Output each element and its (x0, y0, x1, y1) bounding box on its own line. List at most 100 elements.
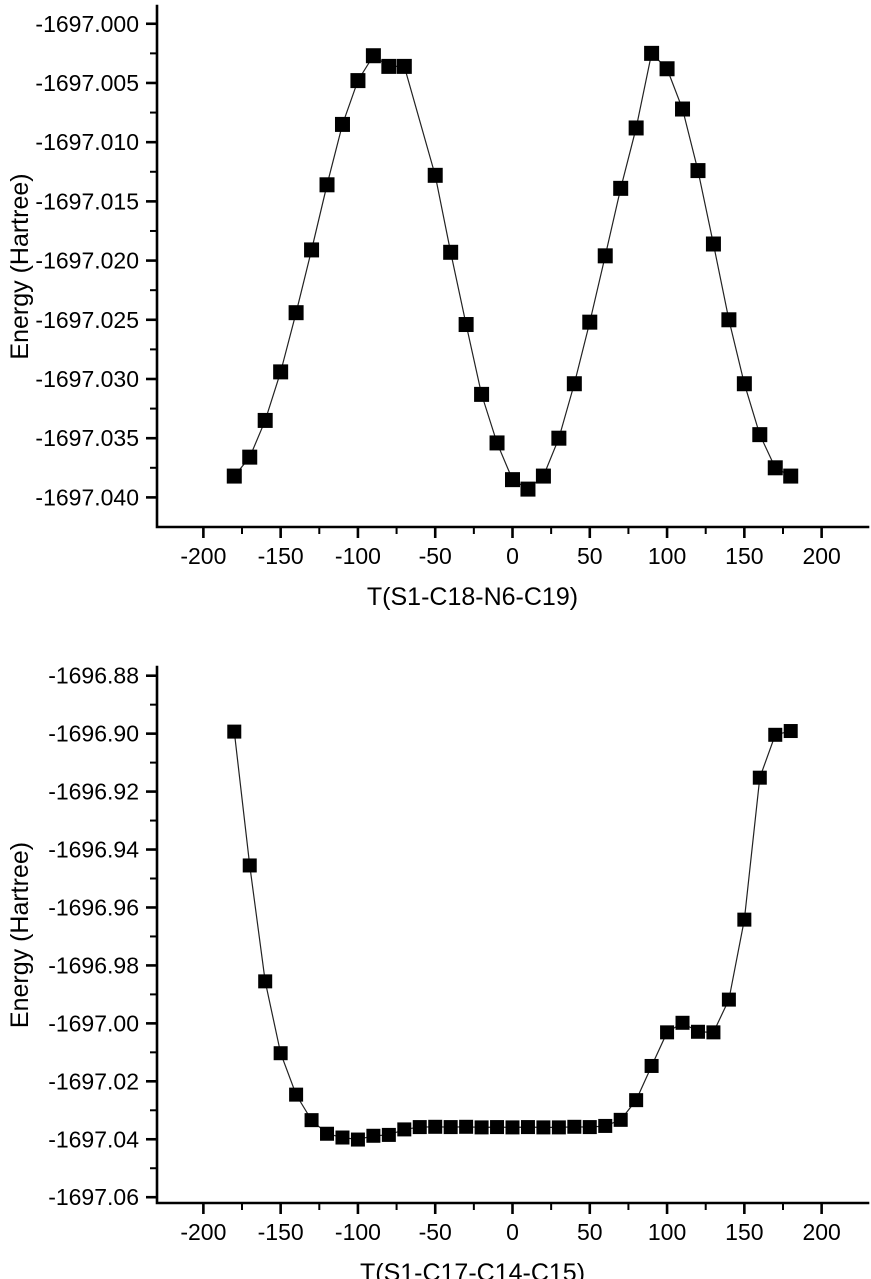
data-point-marker (737, 912, 752, 927)
data-point-marker (705, 236, 721, 252)
data-point-marker (535, 468, 551, 484)
data-point-marker (366, 1128, 381, 1143)
x-axis-title-top: T(S1-C18-N6-C19) (367, 583, 578, 611)
data-point-marker (242, 858, 257, 873)
x-tick-label: 0 (506, 1219, 519, 1245)
data-point-marker (396, 58, 412, 74)
data-point-marker (768, 727, 783, 742)
y-tick-label: -1697.06 (48, 1184, 139, 1210)
data-point-marker (551, 1120, 566, 1135)
data-point-marker (474, 1120, 489, 1135)
data-point-marker (551, 430, 567, 446)
data-point-marker (257, 412, 273, 428)
y-tick-label: -1697.010 (35, 129, 139, 155)
y-tick-label: -1696.92 (48, 779, 139, 805)
series-markers-top (226, 45, 799, 497)
x-tick-label: 100 (648, 1219, 686, 1245)
y-tick-label: -1696.90 (48, 721, 139, 747)
y-tick-label: -1697.000 (35, 11, 139, 37)
x-tick-label: -50 (419, 1219, 452, 1245)
data-point-marker (783, 724, 798, 739)
y-tick-label: -1697.005 (35, 70, 139, 96)
x-tick-label: 150 (725, 1219, 763, 1245)
x-tick-label: -150 (258, 543, 304, 569)
x-tick-label: -200 (180, 1219, 226, 1245)
y-tick-label: -1696.96 (48, 894, 139, 920)
data-point-marker (226, 468, 242, 484)
data-point-marker (752, 770, 767, 785)
x-tick-label: 50 (577, 1219, 603, 1245)
data-point-marker (288, 305, 304, 321)
data-point-marker (334, 116, 350, 132)
plot-area-top: -1697.000 -1697.005 -1697.010 -1697.015 -169… (6, 4, 870, 611)
data-point-marker (598, 1118, 613, 1133)
data-point-marker (690, 1024, 705, 1039)
series-markers-bottom (227, 724, 798, 1147)
data-point-marker (350, 73, 366, 89)
x-tick-label: -200 (180, 543, 226, 569)
data-point-marker (690, 163, 706, 179)
data-point-marker (443, 1120, 458, 1135)
chart-top-torsion-c18-n6: -1697.000 -1697.005 -1697.010 -1697.015 -169… (0, 0, 871, 630)
y-axis-title-bottom: Energy (Hartree) (6, 842, 34, 1028)
data-point-marker (520, 1120, 535, 1135)
x-axis-bottom: -200 -150 -100 -50 0 50 100 150 200 (180, 1203, 841, 1245)
data-point-marker (736, 376, 752, 392)
x-tick-label: 0 (506, 543, 519, 569)
axis-spines-top (155, 4, 870, 529)
x-tick-label: 50 (577, 543, 603, 569)
data-point-marker (258, 974, 273, 989)
data-point-marker (443, 244, 459, 260)
data-point-marker (427, 167, 443, 183)
data-point-marker (304, 1113, 319, 1128)
y-axis-bottom: -1696.88 -1696.90 -1696.92 -1696.94 -1696.96… (48, 663, 157, 1210)
data-point-marker (644, 1058, 659, 1073)
data-point-marker (458, 317, 474, 333)
data-point-marker (505, 1120, 520, 1135)
plot-area-bottom: -1696.88 -1696.90 -1696.92 -1696.94 -1696.96… (6, 663, 870, 1279)
data-point-marker (273, 364, 289, 380)
data-point-marker (319, 177, 335, 193)
data-point-marker (489, 435, 505, 451)
data-point-marker (459, 1119, 474, 1134)
y-tick-label: -1697.040 (35, 484, 139, 510)
y-tick-label: -1697.015 (35, 188, 139, 214)
y-tick-label: -1696.94 (48, 837, 139, 863)
data-point-marker (582, 1120, 597, 1135)
data-point-marker (273, 1046, 288, 1061)
data-point-marker (628, 120, 644, 136)
x-tick-label: 100 (648, 543, 686, 569)
data-point-marker (412, 1120, 427, 1135)
data-point-marker (752, 427, 768, 443)
x-tick-label: 150 (725, 543, 763, 569)
x-axis-top: -200 -150 -100 -50 0 50 100 150 200 (180, 527, 841, 569)
data-point-marker (490, 1120, 505, 1135)
data-point-marker (505, 472, 520, 488)
x-tick-label: -100 (335, 1219, 381, 1245)
data-point-marker (613, 180, 629, 196)
data-point-marker (721, 992, 736, 1007)
x-tick-label: 200 (802, 1219, 840, 1245)
y-tick-label: -1697.02 (48, 1068, 139, 1094)
data-point-marker (536, 1120, 551, 1135)
y-tick-label: -1697.04 (48, 1126, 139, 1152)
data-point-marker (304, 242, 320, 258)
axis-spines-bottom (155, 665, 870, 1205)
data-point-marker (428, 1119, 443, 1134)
data-point-marker (474, 386, 490, 402)
data-point-marker (644, 45, 660, 61)
data-point-marker (767, 460, 783, 476)
data-point-marker (660, 1025, 675, 1040)
y-tick-label: -1696.88 (48, 663, 139, 689)
x-tick-label: 200 (802, 543, 840, 569)
data-point-marker (783, 468, 799, 484)
data-point-marker (520, 481, 536, 497)
data-point-marker (365, 48, 381, 64)
data-point-marker (350, 1132, 365, 1147)
data-point-marker (397, 1122, 412, 1137)
data-point-marker (629, 1093, 644, 1108)
y-tick-label: -1697.020 (35, 248, 139, 274)
data-point-marker (613, 1112, 628, 1127)
data-point-marker (381, 58, 397, 74)
x-tick-label: -50 (419, 543, 452, 569)
